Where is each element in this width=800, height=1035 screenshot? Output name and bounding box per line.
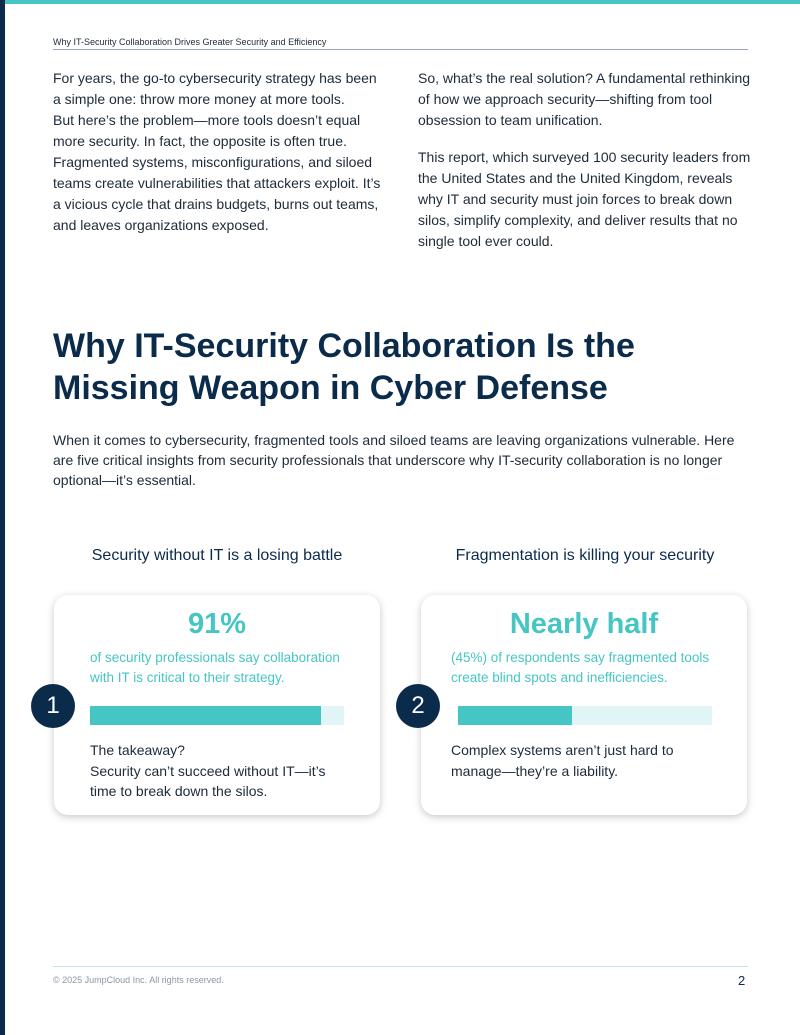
text-line: manage—they’re a liability. bbox=[451, 762, 619, 779]
text-line: single tool ever could. bbox=[418, 233, 554, 249]
bar-track bbox=[90, 706, 344, 725]
text-line: So, what’s the real solution? A fundamen… bbox=[418, 70, 751, 86]
stat-text: of security professionals say collaborat… bbox=[90, 648, 340, 688]
intro-right-2: This report, which surveyed 100 security… bbox=[418, 147, 750, 252]
text-line: Security can’t succeed without IT—it’s bbox=[90, 762, 326, 779]
text-line: time to break down the silos. bbox=[90, 783, 268, 799]
header-rule bbox=[53, 49, 748, 50]
section-title: Why IT-Security Collaboration Is the Miss… bbox=[53, 325, 635, 409]
text-line: a simple one: throw more money at more t… bbox=[53, 91, 345, 107]
bar-track bbox=[458, 706, 712, 725]
card-heading: Security without IT is a losing battle bbox=[91, 547, 343, 564]
bar bbox=[458, 706, 573, 725]
stat: 91% bbox=[187, 608, 247, 640]
text-line: Why IT-Security Collaboration Is the bbox=[53, 327, 635, 365]
intro-left: For years, the go-to cybersecurity strat… bbox=[53, 68, 380, 236]
stat-text: (45%) of respondents say fragmented tool… bbox=[451, 648, 709, 688]
number-badge: 2 bbox=[396, 684, 440, 728]
text-line: a vicious cycle that drains budgets, bur… bbox=[53, 196, 379, 212]
text-line: Fragmented systems, misconfigurations, a… bbox=[53, 154, 373, 170]
text-line: more security. In fact, the opposite is … bbox=[53, 133, 347, 149]
card-heading: Fragmentation is killing your security bbox=[455, 547, 715, 564]
stat-card bbox=[54, 595, 380, 815]
text-line: are five critical insights from security… bbox=[53, 452, 723, 468]
text-line: optional—it’s essential. bbox=[53, 472, 196, 488]
copyright: © 2025 JumpCloud Inc. All rights reserve… bbox=[53, 975, 224, 985]
text-line: This report, which surveyed 100 security… bbox=[418, 149, 751, 165]
text-line: teams create vulnerabilities that attack… bbox=[53, 175, 381, 191]
top-rule bbox=[0, 0, 800, 4]
text-line: When it comes to cybersecurity, fragment… bbox=[53, 432, 735, 448]
text-line: silos, simplify complexity, and deliver … bbox=[418, 212, 738, 228]
text-line: The takeaway? bbox=[90, 742, 185, 758]
text-line: of how we approach security—shifting fro… bbox=[418, 91, 713, 107]
text-line: the United States and the United Kingdom… bbox=[418, 170, 733, 186]
text-line: But here’s the problem—more tools doesn’… bbox=[53, 112, 361, 128]
footer-rule bbox=[53, 966, 748, 967]
text-line: Complex systems aren’t just hard to bbox=[451, 742, 674, 758]
bar bbox=[90, 706, 322, 725]
text-line: and leaves organizations exposed. bbox=[53, 217, 269, 233]
text-line: Missing Weapon in Cyber Defense bbox=[53, 369, 608, 407]
text-line: (45%) of respondents say fragmented tool… bbox=[451, 650, 710, 665]
side-rule bbox=[0, 0, 5, 1035]
text-line: create blind spots and inefficiencies. bbox=[451, 670, 668, 685]
number-badge: 1 bbox=[31, 684, 75, 728]
section-body: When it comes to cybersecurity, fragment… bbox=[53, 430, 734, 490]
stat-card bbox=[421, 595, 747, 815]
running-title: Why IT-Security Collaboration Drives Gre… bbox=[53, 37, 327, 47]
text-line: of security professionals say collaborat… bbox=[90, 650, 340, 665]
takeaway: Complex systems aren’t just hard to manag… bbox=[451, 740, 674, 781]
text-line: For years, the go-to cybersecurity strat… bbox=[53, 70, 377, 86]
text-line: obsession to team unification. bbox=[418, 112, 603, 128]
takeaway: The takeaway? Security can’t succeed with… bbox=[90, 740, 326, 802]
stat: Nearly half bbox=[509, 608, 659, 640]
text-line: with IT is critical to their strategy. bbox=[90, 670, 285, 685]
intro-right-1: So, what’s the real solution? A fundamen… bbox=[418, 68, 750, 131]
page-number: 2 bbox=[738, 973, 746, 988]
text-line: why IT and security must join forces to … bbox=[418, 191, 733, 207]
